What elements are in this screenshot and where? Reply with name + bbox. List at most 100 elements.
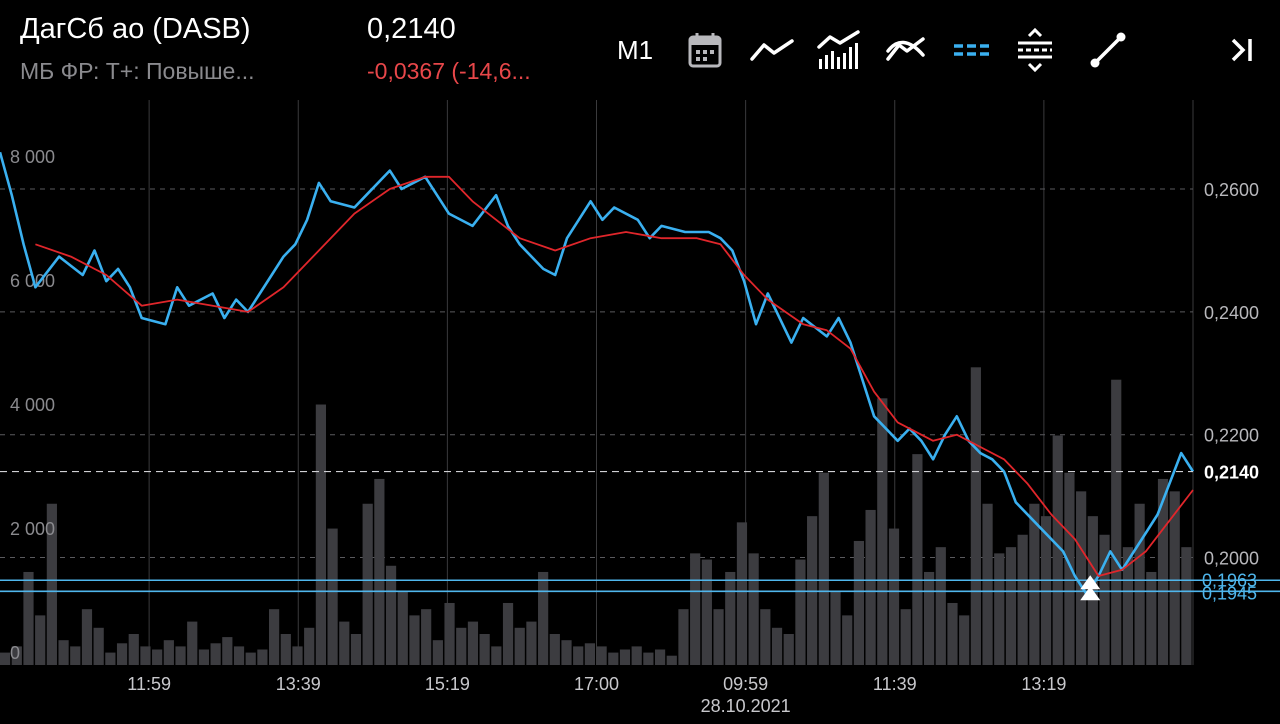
volume-bar — [748, 553, 759, 665]
level-marker-icon — [1080, 575, 1101, 590]
volume-bar — [409, 615, 420, 665]
volume-bar — [561, 640, 572, 665]
x-tick-label: 17:00 — [574, 674, 619, 694]
volume-tick-label: 2 000 — [10, 519, 55, 539]
channel-icon — [1018, 28, 1052, 72]
volume-chart-icon — [817, 30, 860, 69]
volume-bar — [760, 609, 771, 665]
volume-bar — [163, 640, 174, 665]
volume-bar — [514, 627, 525, 665]
volume-bar — [0, 652, 11, 665]
volume-bar — [315, 404, 326, 665]
indicators-icon — [886, 37, 925, 61]
volume-bar — [1146, 571, 1157, 665]
calendar-icon — [688, 33, 722, 68]
volume-bar — [116, 643, 128, 665]
volume-bar — [467, 621, 479, 665]
level-marker-icon — [1080, 586, 1101, 601]
volume-bar — [421, 609, 432, 665]
volume-bar — [643, 652, 654, 665]
volume-bar — [269, 609, 280, 665]
date-label: 28.10.2021 — [701, 696, 791, 716]
volume-bar — [140, 646, 151, 665]
volume-bar — [1076, 491, 1087, 665]
volume-bar — [830, 590, 841, 665]
volume-bar — [783, 633, 794, 665]
volume-bar — [1099, 534, 1110, 665]
volume-bar — [23, 571, 34, 665]
volume-bar — [105, 652, 116, 665]
scroll-to-end-button[interactable] — [1220, 28, 1264, 72]
volume-bar — [725, 571, 736, 665]
volume-bar — [385, 565, 397, 665]
volume-bar — [257, 649, 268, 665]
volume-bar — [666, 655, 677, 665]
horizontal-lines-icon — [954, 44, 990, 56]
volume-bar — [818, 472, 829, 665]
timeframe-label: M1 — [616, 34, 654, 65]
volume-bar — [479, 633, 490, 665]
price-series-line — [0, 151, 1195, 596]
line-chart-button[interactable] — [748, 28, 796, 72]
moving-average-line — [35, 175, 1194, 577]
volume-bar — [1005, 547, 1017, 665]
x-tick-label: 15:19 — [425, 674, 470, 694]
header: ДагСб ао (DASB) МБ ФР: Т+: Повыше... 0,2… — [0, 0, 1280, 100]
volume-bar — [502, 602, 514, 665]
volume-bar — [900, 609, 911, 665]
instrument-title[interactable]: ДагСб ао (DASB) — [20, 13, 251, 45]
volume-bar — [35, 615, 46, 665]
trend-line-button[interactable] — [1086, 28, 1130, 72]
chart-area[interactable]: 8 000 6 000 4 000 2 000 0 0,1963 0,1945 0,260… — [0, 100, 1280, 719]
volume-bar — [456, 627, 467, 665]
volume-bar — [304, 627, 315, 665]
volume-bar — [292, 646, 303, 665]
volume-tick-label: 4 000 — [10, 395, 55, 415]
scroll-end-icon — [1231, 38, 1252, 62]
volume-bar — [339, 621, 350, 665]
volume-bar — [245, 652, 256, 665]
volume-bar — [210, 643, 221, 665]
horizontal-lines-button[interactable] — [950, 28, 994, 72]
volume-bar — [947, 602, 958, 665]
volume-tick-label: 0 — [10, 643, 20, 663]
volume-bar — [853, 540, 865, 665]
volume-bar — [982, 503, 993, 665]
volume-bar — [1181, 547, 1192, 665]
price-tick-label: 0,2000 — [1204, 549, 1259, 569]
volume-bar — [888, 528, 900, 665]
volume-bar — [280, 633, 291, 665]
volume-bar — [923, 571, 935, 665]
price-tick-label: 0,2200 — [1204, 426, 1259, 446]
volume-bar — [362, 503, 373, 665]
timeframe-button[interactable]: M1 — [612, 28, 658, 72]
volume-bar — [233, 646, 245, 665]
volume-bar — [152, 649, 163, 665]
volume-chart-button[interactable] — [815, 28, 863, 72]
volume-bar — [584, 643, 595, 665]
volume-bar — [713, 609, 724, 665]
volume-bar — [959, 615, 970, 665]
volume-bar — [608, 652, 619, 665]
volume-bar — [795, 559, 806, 665]
volume-bar — [1052, 435, 1063, 665]
volume-bar — [771, 627, 783, 665]
volume-bar — [222, 637, 233, 665]
indicators-button[interactable] — [884, 28, 928, 72]
x-tick-label: 09:59 — [723, 674, 768, 694]
instrument-subtitle[interactable]: МБ ФР: Т+: Повыше... — [20, 58, 255, 84]
volume-bar — [46, 503, 57, 665]
volume-bar — [1017, 534, 1028, 665]
volume-bar — [1111, 379, 1122, 665]
volume-bar — [538, 571, 549, 665]
calendar-button[interactable] — [683, 28, 727, 72]
x-tick-label: 11:59 — [127, 674, 171, 694]
volume-bar — [187, 621, 198, 665]
x-tick-label: 13:39 — [276, 674, 321, 694]
volume-bar — [11, 646, 22, 665]
volume-bar — [1122, 547, 1134, 665]
volume-bar — [865, 509, 876, 665]
line-chart-icon — [750, 39, 794, 61]
channel-button[interactable] — [1013, 28, 1057, 72]
